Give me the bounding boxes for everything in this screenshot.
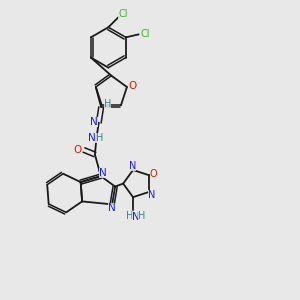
Text: N: N (91, 117, 98, 127)
Text: H: H (126, 211, 133, 221)
Text: H: H (96, 133, 103, 142)
Text: N: N (148, 190, 156, 200)
Text: Cl: Cl (118, 9, 128, 19)
Text: N: N (88, 133, 95, 142)
Text: H: H (104, 99, 111, 109)
Text: H: H (138, 211, 146, 221)
Text: O: O (74, 145, 82, 155)
Text: N: N (99, 168, 107, 178)
Text: O: O (128, 81, 136, 92)
Text: Cl: Cl (140, 29, 150, 39)
Text: N: N (108, 203, 116, 213)
Text: N: N (129, 161, 136, 172)
Text: N: N (132, 212, 140, 222)
Text: O: O (150, 169, 157, 179)
